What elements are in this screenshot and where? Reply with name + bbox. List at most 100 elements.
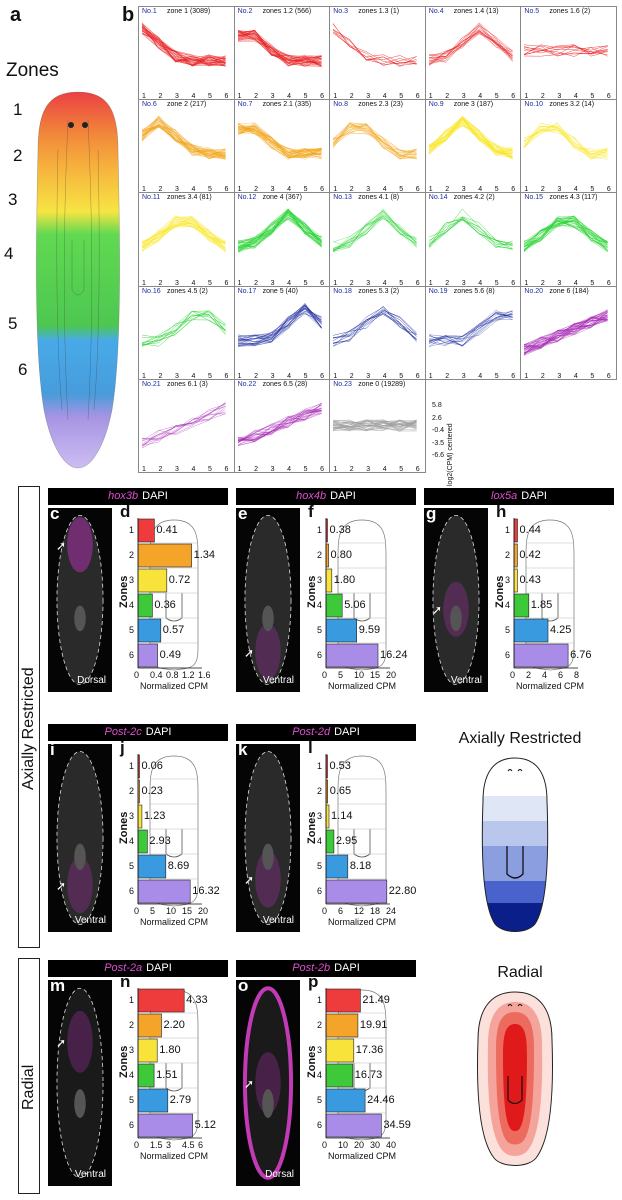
view-label: Ventral bbox=[262, 915, 294, 926]
cluster-profile-line bbox=[524, 122, 609, 155]
cluster-xtick: 6 bbox=[320, 279, 324, 287]
cluster-profile-line bbox=[333, 309, 417, 336]
zone-tick-label: 5 bbox=[129, 1095, 135, 1105]
cluster-xtick: 2 bbox=[445, 279, 450, 287]
cluster-name: zones 6.1 (3) bbox=[167, 380, 208, 388]
cluster-xtick: 1 bbox=[524, 372, 529, 380]
cluster-xtick: 2 bbox=[158, 279, 163, 287]
zone-tick-label: 5 bbox=[129, 861, 135, 871]
gene-name: Post-2b bbox=[292, 962, 331, 974]
x-tick-label: 15 bbox=[182, 906, 193, 916]
worm-outline bbox=[149, 989, 199, 1141]
cluster-number: No.19 bbox=[428, 287, 448, 295]
cluster-number: No.6 bbox=[142, 101, 157, 109]
cluster-xtick: 5 bbox=[590, 279, 595, 287]
schematic-radial-title: Radial bbox=[497, 964, 543, 981]
cluster-profile-line bbox=[524, 44, 609, 57]
cluster-xtick: 6 bbox=[224, 372, 229, 380]
zone-bar bbox=[325, 593, 343, 618]
cluster-profile-line bbox=[141, 120, 226, 156]
cluster-profile-lines bbox=[428, 22, 513, 66]
cluster-profile-line bbox=[237, 305, 322, 337]
worm-zone-schematic bbox=[36, 91, 120, 469]
zone-tick-label: 2 bbox=[317, 1020, 323, 1030]
cluster-profile-lines bbox=[428, 309, 513, 347]
view-label: Ventral bbox=[450, 675, 482, 686]
zone-bar bbox=[325, 1013, 359, 1038]
cluster-profile-line bbox=[428, 32, 513, 63]
cluster-xtick: 2 bbox=[540, 372, 545, 380]
cluster-profile-line bbox=[524, 309, 609, 345]
cluster-profile-line bbox=[428, 116, 513, 156]
cluster-xtick: 1 bbox=[142, 465, 146, 473]
zone-tick-label: 3 bbox=[317, 575, 323, 585]
cluster-xtick: 1 bbox=[524, 279, 529, 287]
cluster-profile-line bbox=[428, 314, 513, 342]
arrow-icon: ➚ bbox=[244, 645, 255, 660]
x-axis-label: Normalized CPM bbox=[140, 917, 209, 927]
zone-bar bbox=[513, 518, 518, 543]
cluster-panel: No.14 zones 4.2 (2) 1 2 3 4 5 6 bbox=[424, 192, 522, 287]
cluster-profile-line bbox=[333, 308, 417, 342]
cluster-name: zones 6.5 (28) bbox=[262, 380, 308, 388]
schematic-axial-worm bbox=[481, 757, 549, 932]
cluster-profile-line bbox=[524, 315, 609, 349]
micrograph-header: Post-2b DAPI bbox=[236, 960, 416, 977]
cluster-profile-line bbox=[237, 218, 322, 249]
cluster-xtick: 6 bbox=[606, 372, 611, 380]
zone-bar bbox=[137, 518, 155, 543]
zone-bar bbox=[325, 879, 388, 904]
cluster-xtick: 2 bbox=[254, 465, 258, 473]
cluster-profile-lines bbox=[333, 305, 417, 347]
bar-value-label: 17.36 bbox=[355, 1044, 384, 1056]
cluster-xtick: 3 bbox=[557, 372, 562, 380]
cluster-xtick: 6 bbox=[511, 279, 516, 287]
cluster-profile-line bbox=[333, 305, 417, 347]
ytick: 5.8 bbox=[432, 402, 442, 409]
cluster-xtick: 2 bbox=[254, 279, 258, 287]
cluster-number: No.1 bbox=[142, 8, 157, 15]
cluster-xtick: 1 bbox=[237, 93, 242, 101]
cluster-panel: No.3 zones 1.3 (1) 1 2 3 4 5 6 bbox=[329, 6, 426, 101]
stain-name: DAPI bbox=[146, 962, 172, 974]
cluster-panel: No.1 zone 1 (3089) 1 2 3 4 5 6 bbox=[138, 6, 235, 101]
zone-tick-label: 1 bbox=[129, 525, 135, 535]
cluster-number: No.2 bbox=[237, 8, 253, 15]
panel-letter: n bbox=[120, 972, 131, 991]
micrograph: ➚ Dorsal bbox=[236, 980, 300, 1186]
zone-bar bbox=[137, 643, 158, 668]
cluster-xtick: 5 bbox=[399, 465, 404, 473]
zone-bar bbox=[513, 643, 569, 668]
cluster-profile-line bbox=[524, 47, 609, 57]
zone-tick-label: 2 bbox=[317, 786, 323, 796]
cluster-profile-line bbox=[428, 313, 513, 345]
cluster-profile-line bbox=[428, 24, 513, 57]
cluster-profile-lines bbox=[332, 122, 417, 161]
panel-letter: g bbox=[426, 504, 437, 523]
cluster-profile-line bbox=[428, 316, 513, 346]
worm-outline bbox=[149, 755, 199, 907]
x-tick-label: 1.2 bbox=[182, 670, 195, 680]
cluster-profile-line bbox=[237, 310, 322, 346]
cluster-name: zones 1.4 (13) bbox=[453, 8, 499, 15]
cluster-profile-line bbox=[237, 127, 322, 158]
cluster-profile-line bbox=[524, 44, 609, 57]
cluster-profile-lines bbox=[141, 309, 226, 347]
bar-value-label: 2.95 bbox=[335, 835, 358, 847]
cluster-name: zones 1.3 (1) bbox=[358, 8, 400, 15]
cluster-xtick: 6 bbox=[224, 465, 229, 473]
cluster-xtick: 4 bbox=[478, 93, 483, 101]
worm-micrograph-image bbox=[56, 514, 104, 686]
zone-tick-label: 3 bbox=[317, 1045, 323, 1055]
cluster-name: zone 6 (184) bbox=[549, 287, 589, 295]
cluster-profile-line bbox=[141, 23, 226, 64]
zone-tick-label: 5 bbox=[505, 625, 511, 635]
cluster-profile-line bbox=[524, 127, 609, 154]
cluster-xtick: 3 bbox=[366, 372, 371, 380]
cluster-xtick: 2 bbox=[254, 372, 258, 380]
zone-tick-label: 1 bbox=[317, 525, 323, 535]
cluster-profile-line bbox=[524, 318, 608, 350]
cluster-xtick: 4 bbox=[478, 279, 483, 287]
worm-outline bbox=[149, 519, 199, 671]
cluster-xtick: 4 bbox=[382, 372, 387, 380]
